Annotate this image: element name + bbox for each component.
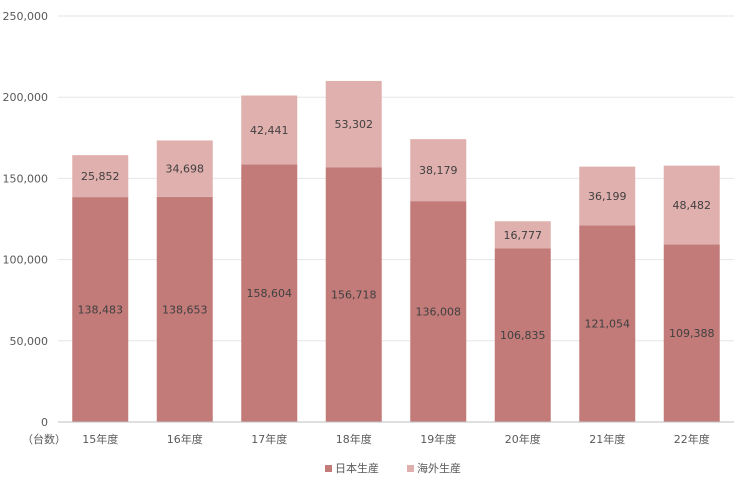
bar-domestic <box>241 164 298 422</box>
legend-swatch <box>325 465 332 472</box>
data-label: 106,835 <box>500 329 546 342</box>
bar-overseas <box>325 80 382 168</box>
data-label: 16,777 <box>504 229 543 242</box>
data-label: 121,054 <box>585 318 631 331</box>
bar-overseas <box>494 221 551 249</box>
bar-domestic <box>410 201 467 422</box>
y-axis: 0 50,000 100,000 150,000 200,000 250,000 <box>3 10 49 429</box>
legend: 日本生産 海外生産 <box>325 461 461 475</box>
bar-overseas <box>663 165 720 245</box>
y-axis-unit-label: （台数） <box>22 432 66 446</box>
data-label: 53,302 <box>335 118 374 131</box>
legend-swatch <box>407 465 414 472</box>
y-tick-label: 100,000 <box>3 254 49 267</box>
data-label: 136,008 <box>416 306 462 319</box>
bar-domestic <box>72 197 129 422</box>
data-label: 34,698 <box>166 163 205 176</box>
x-tick-label: 22年度 <box>674 432 710 446</box>
bar-domestic <box>156 196 213 422</box>
x-tick-label: 18年度 <box>336 432 372 446</box>
data-label: 138,653 <box>162 303 208 316</box>
data-label: 48,482 <box>673 199 712 212</box>
data-label: 38,179 <box>419 164 458 177</box>
data-label: 109,388 <box>669 327 715 340</box>
data-label: 158,604 <box>247 287 293 300</box>
bar-domestic <box>579 225 636 422</box>
x-tick-label: 20年度 <box>505 432 541 446</box>
x-tick-label: 21年度 <box>589 432 625 446</box>
bar-overseas <box>241 95 298 165</box>
data-label: 156,718 <box>331 289 377 302</box>
x-tick-label: 19年度 <box>420 432 456 446</box>
legend-label: 海外生産 <box>417 461 461 475</box>
bar-overseas <box>579 166 636 226</box>
data-label: 138,483 <box>78 304 124 317</box>
x-tick-label: 15年度 <box>82 432 118 446</box>
data-label: 42,441 <box>250 124 289 137</box>
data-label: 36,199 <box>588 190 627 203</box>
x-axis: （台数） 15年度 16年度 17年度 18年度 19年度 20年度 21年度 22年度 <box>22 421 734 446</box>
data-label: 25,852 <box>81 170 120 183</box>
bar-overseas <box>72 155 129 198</box>
x-tick-label: 16年度 <box>167 432 203 446</box>
y-tick-label: 50,000 <box>10 335 49 348</box>
legend-label: 日本生産 <box>335 461 379 475</box>
y-tick-label: 250,000 <box>3 10 49 23</box>
bar-domestic <box>494 248 551 422</box>
y-tick-label: 200,000 <box>3 91 49 104</box>
bar-overseas <box>156 140 213 197</box>
bars: 138,483 25,852 138,653 34,698 158,604 42,441 1… <box>72 80 720 422</box>
bar-domestic <box>325 167 382 422</box>
bar-overseas <box>410 139 467 202</box>
y-tick-label: 150,000 <box>3 172 49 185</box>
x-tick-label: 17年度 <box>251 432 287 446</box>
bar-domestic <box>663 244 720 422</box>
y-tick-label: 0 <box>41 416 48 429</box>
